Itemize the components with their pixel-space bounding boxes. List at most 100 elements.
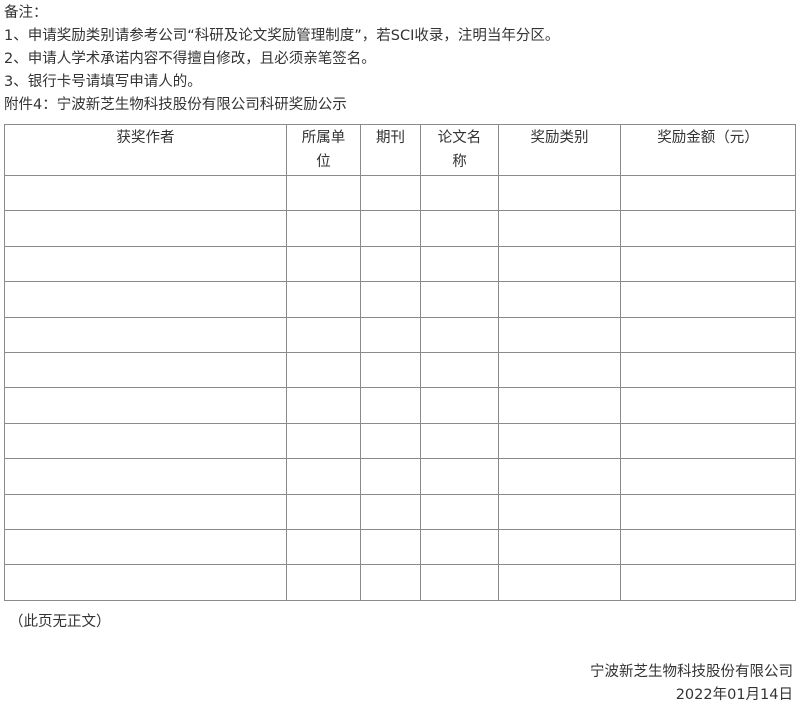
note-item: 1、申请奖励类别请参考公司“科研及论文奖励管理制度”，若SCI收录，注明当年分区…	[4, 28, 560, 44]
table-cell	[286, 564, 361, 601]
header-author: 获奖作者	[4, 124, 287, 176]
table-cell	[498, 528, 621, 566]
table-cell	[360, 245, 421, 283]
table-cell	[286, 422, 361, 460]
notes-heading: 备注：	[4, 5, 48, 21]
table-cell	[620, 316, 796, 353]
table-cell	[4, 174, 287, 212]
table-cell	[498, 245, 621, 283]
table-cell	[498, 174, 621, 212]
table-cell	[4, 493, 287, 530]
header-award-amount: 奖励金额（元）	[620, 124, 796, 176]
table-cell	[620, 387, 796, 424]
table-cell	[420, 458, 499, 495]
table-row	[4, 210, 796, 247]
table-cell	[420, 351, 499, 389]
table-cell	[620, 210, 796, 247]
table-cell	[620, 422, 796, 460]
table-cell	[360, 528, 421, 566]
table-cell	[286, 493, 361, 530]
header-award-type: 奖励类别	[498, 124, 621, 176]
table-cell	[498, 422, 621, 460]
table-cell	[420, 387, 499, 424]
table-cell	[498, 351, 621, 389]
table-cell	[420, 493, 499, 530]
table-cell	[420, 245, 499, 283]
table-cell	[286, 351, 361, 389]
table-cell	[4, 564, 287, 601]
table-cell	[498, 564, 621, 601]
table-cell	[360, 316, 421, 353]
table-row	[4, 458, 796, 495]
table-cell	[4, 245, 287, 283]
table-cell	[420, 422, 499, 460]
award-table: 获奖作者 所属单位 期刊 论文名称 奖励类别 奖励金额（元）	[4, 124, 796, 601]
table-cell	[498, 493, 621, 530]
table-row	[4, 422, 796, 460]
table-row	[4, 281, 796, 318]
table-cell	[620, 564, 796, 601]
table-cell	[498, 458, 621, 495]
table-cell	[620, 351, 796, 389]
table-cell	[286, 528, 361, 566]
table-cell	[498, 387, 621, 424]
table-cell	[498, 316, 621, 353]
table-cell	[620, 174, 796, 212]
table-cell	[360, 351, 421, 389]
table-cell	[286, 281, 361, 318]
table-cell	[420, 174, 499, 212]
table-row	[4, 174, 796, 212]
table-cell	[420, 210, 499, 247]
table-cell	[620, 245, 796, 283]
table-cell	[360, 387, 421, 424]
table-cell	[4, 281, 287, 318]
table-cell	[286, 174, 361, 212]
table-cell	[286, 210, 361, 247]
note-item: 3、银行卡号请填写申请人的。	[4, 74, 202, 90]
signature-date: 2022年01月14日	[675, 687, 793, 703]
table-cell	[360, 564, 421, 601]
table-cell	[620, 281, 796, 318]
header-journal: 期刊	[360, 124, 421, 176]
table-row	[4, 493, 796, 530]
table-cell	[498, 281, 621, 318]
table-cell	[286, 316, 361, 353]
header-unit: 所属单位	[286, 124, 361, 176]
table-cell	[498, 210, 621, 247]
no-body-note: （此页无正文）	[9, 614, 111, 630]
table-cell	[620, 458, 796, 495]
table-cell	[360, 422, 421, 460]
table-cell	[420, 564, 499, 601]
table-cell	[4, 210, 287, 247]
table-cell	[360, 458, 421, 495]
company-signature: 宁波新芝生物科技股份有限公司	[590, 664, 793, 680]
table-cell	[360, 281, 421, 318]
table-cell	[4, 528, 287, 566]
table-cell	[4, 458, 287, 495]
table-cell	[620, 528, 796, 566]
attachment-title: 附件4：宁波新芝生物科技股份有限公司科研奖励公示	[4, 97, 347, 113]
table-cell	[360, 174, 421, 212]
table-cell	[286, 458, 361, 495]
table-cell	[420, 528, 499, 566]
table-cell	[4, 351, 287, 389]
table-row	[4, 245, 796, 283]
table-row	[4, 351, 796, 389]
table-cell	[420, 281, 499, 318]
table-cell	[360, 493, 421, 530]
table-cell	[360, 210, 421, 247]
table-cell	[286, 387, 361, 424]
table-row	[4, 316, 796, 353]
table-cell	[4, 316, 287, 353]
note-item: 2、申请人学术承诺内容不得擅自修改，且必须亲笔签名。	[4, 51, 376, 67]
table-cell	[4, 422, 287, 460]
table-row	[4, 564, 796, 601]
table-header-row: 获奖作者 所属单位 期刊 论文名称 奖励类别 奖励金额（元）	[4, 124, 796, 176]
table-cell	[620, 493, 796, 530]
table-row	[4, 387, 796, 424]
table-cell	[286, 245, 361, 283]
table-cell	[420, 316, 499, 353]
header-paper-title: 论文名称	[420, 124, 499, 176]
table-row	[4, 528, 796, 566]
table-cell	[4, 387, 287, 424]
